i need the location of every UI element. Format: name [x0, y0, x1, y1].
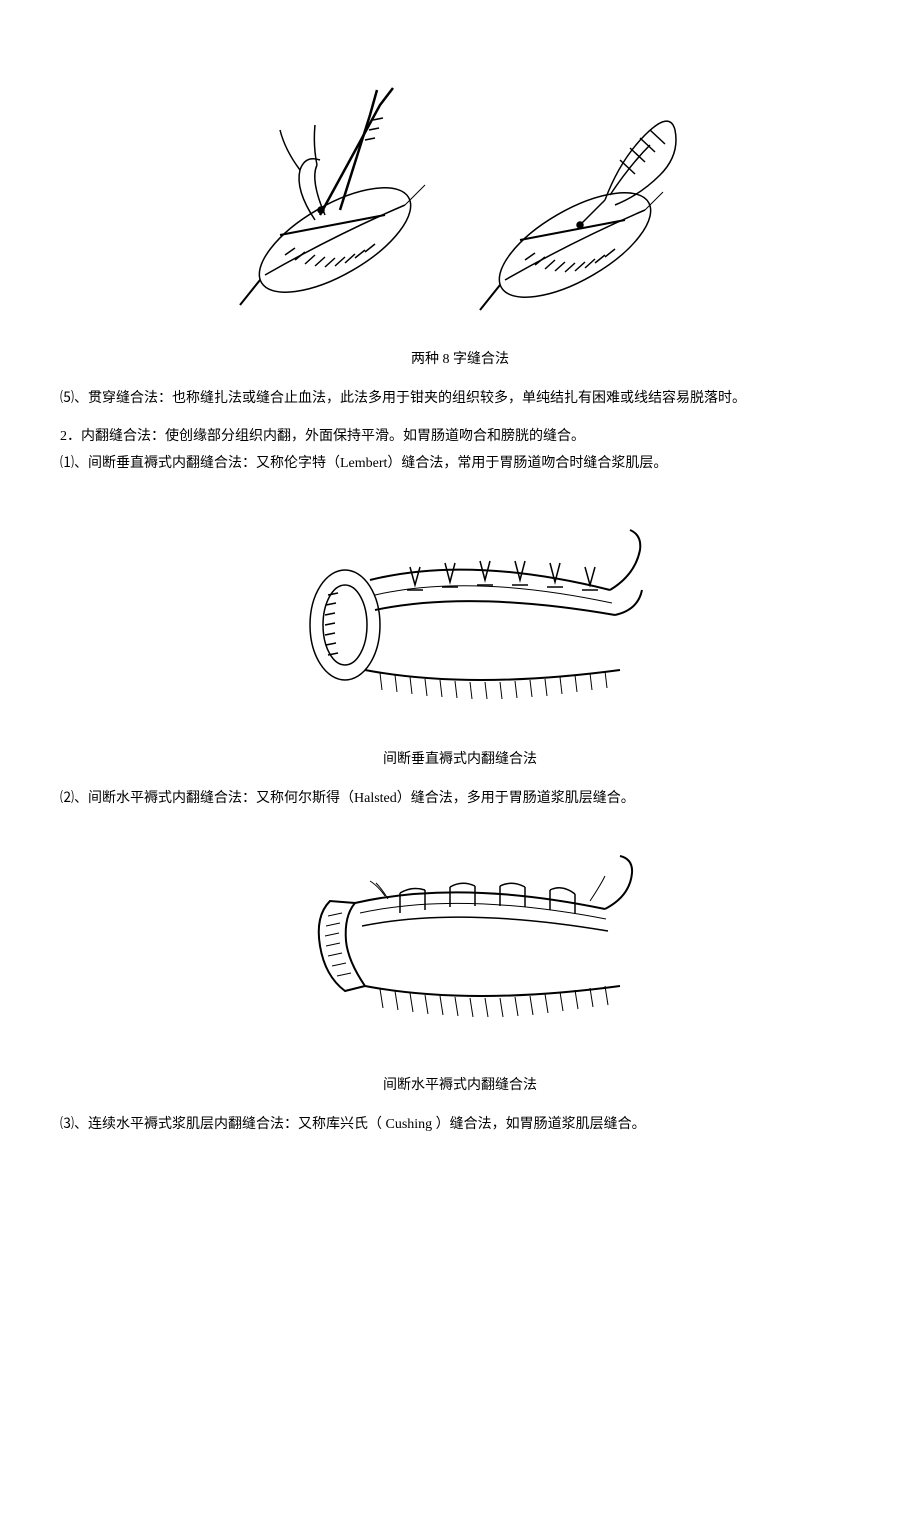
paragraph-5: ⑸、贯穿缝合法：也称缝扎法或缝合止血法，此法多用于钳夹的组织较多，单纯结扎有困难…	[60, 388, 860, 410]
figure-2-caption: 间断垂直褥式内翻缝合法	[60, 748, 860, 768]
paragraph-2-2: ⑵、间断水平褥式内翻缝合法：又称何尔斯得（Halsted）缝合法，多用于胃肠道浆…	[60, 788, 860, 810]
figure-1-container: 两种 8 字缝合法	[60, 60, 860, 368]
figure-2-illustration	[270, 495, 650, 735]
figure-1-right-illustration	[475, 60, 695, 340]
figure-1-wrapper	[60, 60, 860, 340]
paragraph-2-3: ⑶、连续水平褥式浆肌层内翻缝合法：又称库兴氏（ Cushing ）缝合法，如胃肠…	[60, 1114, 860, 1136]
figure-1-left-illustration	[225, 60, 445, 340]
paragraph-2-1: ⑴、间断垂直褥式内翻缝合法：又称伦字特（Lembert）缝合法，常用于胃肠道吻合…	[60, 453, 860, 475]
figure-3-caption: 间断水平褥式内翻缝合法	[60, 1074, 860, 1094]
figure-1-caption: 两种 8 字缝合法	[60, 348, 860, 368]
section-2-heading: 2．内翻缝合法：使创缘部分组织内翻，外面保持平滑。如胃肠道吻合和膀胱的缝合。	[60, 426, 860, 448]
figure-3-container: 间断水平褥式内翻缝合法	[60, 831, 860, 1094]
figure-3-illustration	[270, 831, 650, 1061]
figure-2-container: 间断垂直褥式内翻缝合法	[60, 495, 860, 768]
